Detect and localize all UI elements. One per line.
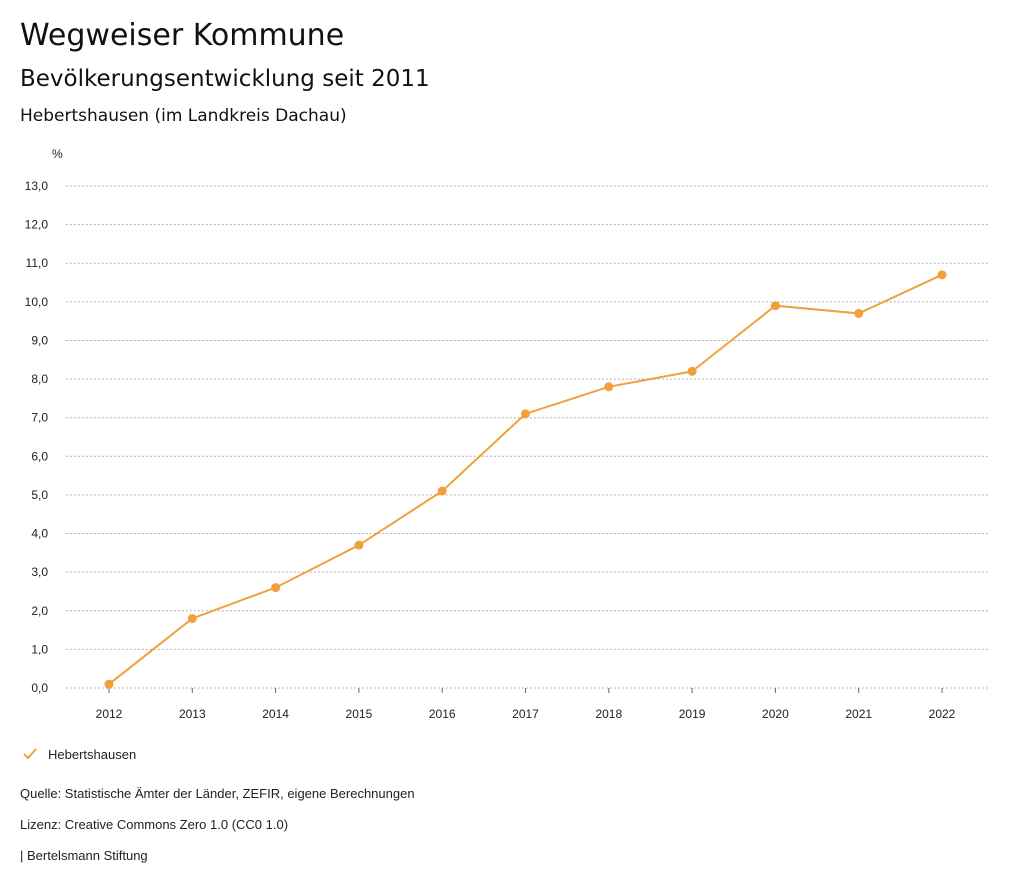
region-label: Hebertshausen (im Landkreis Dachau) bbox=[20, 106, 347, 126]
legend-label: Hebertshausen bbox=[48, 746, 137, 762]
line-chart: % 0,0 1,0 2,0 3,0 4,0 5,0 6,0 7,0 8,0 9,0 10,0 11,0… bbox=[25, 147, 990, 721]
x-tick-label: 2019 bbox=[679, 707, 706, 721]
x-tick-label: 2012 bbox=[96, 707, 123, 721]
x-tick-label: 2017 bbox=[512, 707, 539, 721]
license-note: Lizenz: Creative Commons Zero 1.0 (CC0 1… bbox=[20, 817, 289, 832]
y-axis-ticks: 0,0 1,0 2,0 3,0 4,0 5,0 6,0 7,0 8,0 9,0 10,0 11,0 12… bbox=[25, 179, 49, 695]
data-point[interactable] bbox=[854, 308, 864, 318]
x-tick-label: 2016 bbox=[429, 707, 456, 721]
x-tick-label: 2020 bbox=[762, 707, 789, 721]
y-axis-unit-label: % bbox=[52, 147, 63, 161]
page-title: Wegweiser Kommune bbox=[20, 18, 345, 53]
x-tick-label: 2014 bbox=[262, 707, 289, 721]
x-tick-label: 2015 bbox=[346, 707, 373, 721]
data-point[interactable] bbox=[521, 409, 530, 419]
data-point[interactable] bbox=[604, 382, 614, 392]
y-tick-label: 10,0 bbox=[25, 295, 49, 309]
y-tick-label: 6,0 bbox=[31, 449, 48, 463]
source-note: Quelle: Statistische Ämter der Länder, Z… bbox=[20, 786, 415, 801]
y-tick-label: 9,0 bbox=[31, 333, 48, 347]
y-tick-label: 7,0 bbox=[31, 411, 48, 425]
y-tick-label: 2,0 bbox=[31, 604, 48, 618]
y-tick-label: 1,0 bbox=[31, 642, 48, 656]
data-point[interactable] bbox=[937, 270, 947, 280]
y-tick-label: 8,0 bbox=[31, 372, 48, 386]
x-tick-label: 2018 bbox=[595, 707, 622, 721]
data-point[interactable] bbox=[437, 486, 447, 496]
chart-subtitle: Bevölkerungsentwicklung seit 2011 bbox=[20, 66, 430, 92]
x-tick-label: 2022 bbox=[929, 707, 956, 721]
y-tick-label: 5,0 bbox=[31, 488, 48, 502]
x-tick-label: 2021 bbox=[845, 707, 872, 721]
y-tick-label: 11,0 bbox=[26, 256, 49, 270]
data-point[interactable] bbox=[187, 613, 197, 623]
data-point[interactable] bbox=[770, 301, 780, 311]
data-point[interactable] bbox=[354, 540, 364, 550]
y-tick-label: 0,0 bbox=[31, 681, 48, 695]
data-point[interactable] bbox=[104, 679, 114, 689]
series-line bbox=[108, 273, 943, 685]
series-hebertshausen bbox=[104, 270, 947, 689]
y-tick-label: 3,0 bbox=[31, 565, 48, 579]
x-tick-label: 2013 bbox=[179, 707, 206, 721]
y-tick-label: 12,0 bbox=[25, 218, 49, 232]
x-axis-ticks: 2012 2013 2014 2015 2016 2017 2018 2019 2020 2021… bbox=[96, 688, 956, 721]
data-point[interactable] bbox=[687, 366, 697, 376]
y-tick-label: 4,0 bbox=[31, 527, 48, 541]
grid-lines bbox=[66, 185, 990, 689]
legend-item-hebertshausen[interactable]: Hebertshausen bbox=[20, 744, 136, 764]
publisher-note: | Bertelsmann Stiftung bbox=[20, 848, 148, 863]
y-tick-label: 13,0 bbox=[25, 179, 49, 193]
data-point[interactable] bbox=[271, 583, 281, 593]
checkmark-icon bbox=[23, 748, 37, 760]
